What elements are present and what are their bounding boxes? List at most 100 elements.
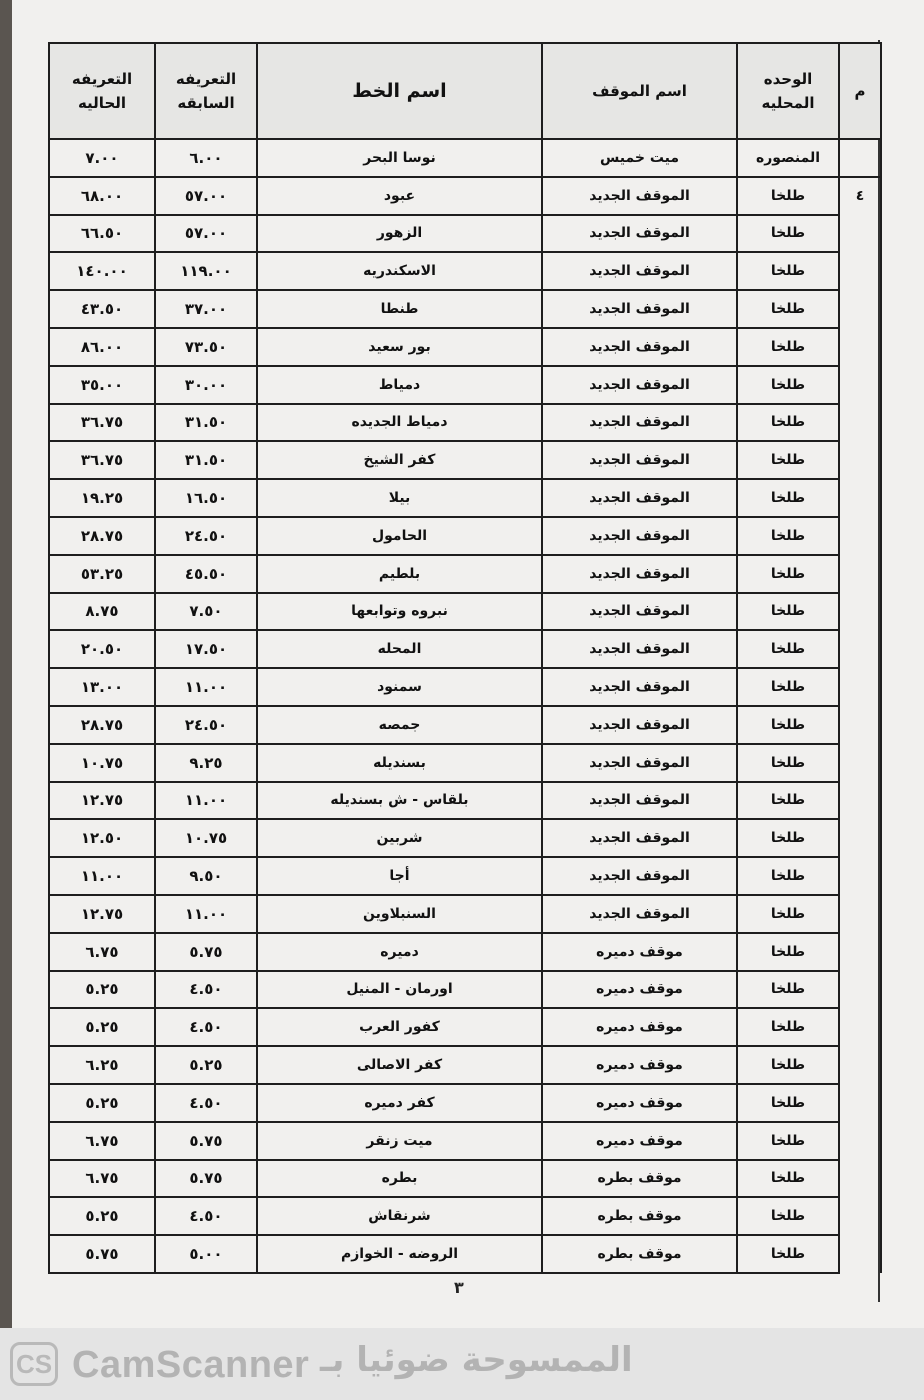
table-row: طلخا الموقف الجديد الاسكندريه ١١٩.٠٠ ١٤٠.٠٠	[48, 251, 881, 292]
cell-curr-fare: ٢٠.٥٠	[48, 629, 156, 670]
cell-line: دمياط	[256, 364, 543, 405]
cell-unit: طلخا	[736, 478, 840, 518]
cell-unit: طلخا	[736, 326, 840, 367]
cell-prev-fare: ١١.٠٠	[154, 780, 258, 821]
cell-unit: طلخا	[736, 175, 840, 216]
table-body: المنصوره ميت خميس نوسا البحر ٦.٠٠ ٧.٠٠ ٤ طلخا ا…	[48, 138, 882, 1274]
cell-curr-fare: ٦٨.٠٠	[48, 175, 156, 216]
table-header-row: م الوحده المحليه اسم الموقف اسم الخط الت…	[48, 42, 882, 140]
table-row: طلخا الموقف الجديد شربين ١٠.٧٥ ١٢.٥٠	[48, 818, 881, 859]
cell-unit: طلخا	[736, 893, 840, 934]
cell-prev-fare: ٣١.٥٠	[154, 440, 258, 481]
cell-unit: طلخا	[736, 818, 840, 859]
cell-unit: طلخا	[736, 667, 840, 707]
cell-unit: طلخا	[736, 364, 840, 405]
cell-station: الموقف الجديد	[541, 289, 738, 329]
cell-station: الموقف الجديد	[541, 818, 738, 859]
cell-station: موقف دميره	[541, 1120, 738, 1161]
table-row: طلخا الموقف الجديد بلقاس - ش بسنديله ١١.٠٠ ١…	[48, 780, 881, 821]
header-station: اسم الموقف	[541, 42, 738, 140]
cell-line: جمصه	[256, 704, 543, 745]
cell-prev-fare: ١٠.٧٥	[154, 818, 258, 859]
cell-curr-fare: ٢٨.٧٥	[48, 704, 156, 745]
cell-station: موقف دميره	[541, 1045, 738, 1085]
cell-prev-fare: ٩.٢٥	[154, 742, 258, 783]
cell-station: موقف بطره	[541, 1196, 738, 1237]
cell-unit: طلخا	[736, 402, 840, 443]
cell-prev-fare: ٢٤.٥٠	[154, 704, 258, 745]
cell-prev-fare: ٤.٥٠	[154, 1082, 258, 1123]
cell-unit: طلخا	[736, 1120, 840, 1161]
table-row: طلخا الموقف الجديد الزهور ٥٧.٠٠ ٦٦.٥٠	[48, 213, 881, 254]
cell-unit: طلخا	[736, 1045, 840, 1085]
cell-line: بطره	[256, 1158, 543, 1199]
cell-unit: طلخا	[736, 856, 840, 896]
cell-line: ميت زنقر	[256, 1120, 543, 1161]
cell-station: الموقف الجديد	[541, 440, 738, 481]
cell-station: الموقف الجديد	[541, 704, 738, 745]
cell-unit: طلخا	[736, 704, 840, 745]
cell-prev-fare: ٥.٧٥	[154, 1120, 258, 1161]
cell-station: الموقف الجديد	[541, 780, 738, 821]
cell-unit: طلخا	[736, 742, 840, 783]
cell-station: موقف بطره	[541, 1158, 738, 1199]
cell-station: الموقف الجديد	[541, 553, 738, 594]
table-row: طلخا الموقف الجديد بيلا ١٦.٥٠ ١٩.٢٥	[48, 478, 881, 518]
cell-station: الموقف الجديد	[541, 667, 738, 707]
cell-unit: طلخا	[736, 289, 840, 329]
cell-unit: طلخا	[736, 931, 840, 972]
cell-line: بلطيم	[256, 553, 543, 594]
cell-station: الموقف الجديد	[541, 251, 738, 292]
cell-curr-fare: ٥.٢٥	[48, 1007, 156, 1048]
cell-prev-fare: ٩.٥٠	[154, 856, 258, 896]
table-row: طلخا موقف دميره ميت زنقر ٥.٧٥ ٦.٧٥	[48, 1120, 881, 1161]
cell-unit: طلخا	[736, 591, 840, 632]
cell-prev-fare: ٥.٢٥	[154, 1045, 258, 1085]
cell-unit: طلخا	[736, 780, 840, 821]
cell-prev-fare: ٥٧.٠٠	[154, 175, 258, 216]
table-row: طلخا الموقف الجديد دمياط ٣٠.٠٠ ٣٥.٠٠	[48, 364, 881, 405]
table-row: طلخا الموقف الجديد بسنديله ٩.٢٥ ١٠.٧٥	[48, 742, 881, 783]
cell-unit: طلخا	[736, 553, 840, 594]
camscanner-watermark: CS CamScanner الممسوحة ضوئيا بـ	[0, 1328, 924, 1400]
cell-line: المحله	[256, 629, 543, 670]
cell-group-index: ٤	[838, 175, 882, 1273]
table-row: طلخا الموقف الجديد أجا ٩.٥٠ ١١.٠٠	[48, 856, 881, 896]
cell-station: الموقف الجديد	[541, 893, 738, 934]
cell-unit: المنصوره	[736, 138, 840, 178]
cell-unit: طلخا	[736, 1007, 840, 1048]
cell-prev-fare: ١١.٠٠	[154, 893, 258, 934]
header-prev-fare: التعريفه السابقه	[154, 42, 258, 140]
table-row: طلخا موقف بطره شرنقاش ٤.٥٠ ٥.٢٥	[48, 1196, 881, 1237]
table-row: طلخا موقف بطره الروضه - الخوازم ٥.٠٠ ٥.٧٥	[48, 1234, 881, 1274]
cell-prev-fare: ٣١.٥٠	[154, 402, 258, 443]
cell-curr-fare: ٤٣.٥٠	[48, 289, 156, 329]
fare-table: م الوحده المحليه اسم الموقف اسم الخط الت…	[48, 42, 882, 1274]
table-row: طلخا موقف دميره كفور العرب ٤.٥٠ ٥.٢٥	[48, 1007, 881, 1048]
cell-line: الحامول	[256, 515, 543, 556]
cell-prev-fare: ٥.٧٥	[154, 931, 258, 972]
cell-unit: طلخا	[736, 969, 840, 1010]
cell-line: شربين	[256, 818, 543, 859]
cell-line: بيلا	[256, 478, 543, 518]
cell-line: نبروه وتوابعها	[256, 591, 543, 632]
cell-line: كفر دميره	[256, 1082, 543, 1123]
cell-curr-fare: ٨.٧٥	[48, 591, 156, 632]
cell-prev-fare: ٧٣.٥٠	[154, 326, 258, 367]
cell-line: الزهور	[256, 213, 543, 254]
cell-prev-fare: ٥٧.٠٠	[154, 213, 258, 254]
header-line: اسم الخط	[256, 42, 543, 140]
cell-line: بسنديله	[256, 742, 543, 783]
cell-curr-fare: ٨٦.٠٠	[48, 326, 156, 367]
cell-unit: طلخا	[736, 1234, 840, 1274]
table-row: طلخا الموقف الجديد جمصه ٢٤.٥٠ ٢٨.٧٥	[48, 704, 881, 745]
cell-curr-fare: ١٢.٥٠	[48, 818, 156, 859]
cell-line: بلقاس - ش بسنديله	[256, 780, 543, 821]
table-row: ٤ طلخا الموقف الجديد عبود ٥٧.٠٠ ٦٨.٠٠	[48, 175, 882, 1273]
cell-line: الروضه - الخوازم	[256, 1234, 543, 1274]
cell-unit: طلخا	[736, 213, 840, 254]
cell-prev-fare: ٤.٥٠	[154, 1196, 258, 1237]
cell-prev-fare: ٤٥.٥٠	[154, 553, 258, 594]
cell-curr-fare: ٦٦.٥٠	[48, 213, 156, 254]
table-row: طلخا موقف دميره كفر دميره ٤.٥٠ ٥.٢٥	[48, 1082, 881, 1123]
